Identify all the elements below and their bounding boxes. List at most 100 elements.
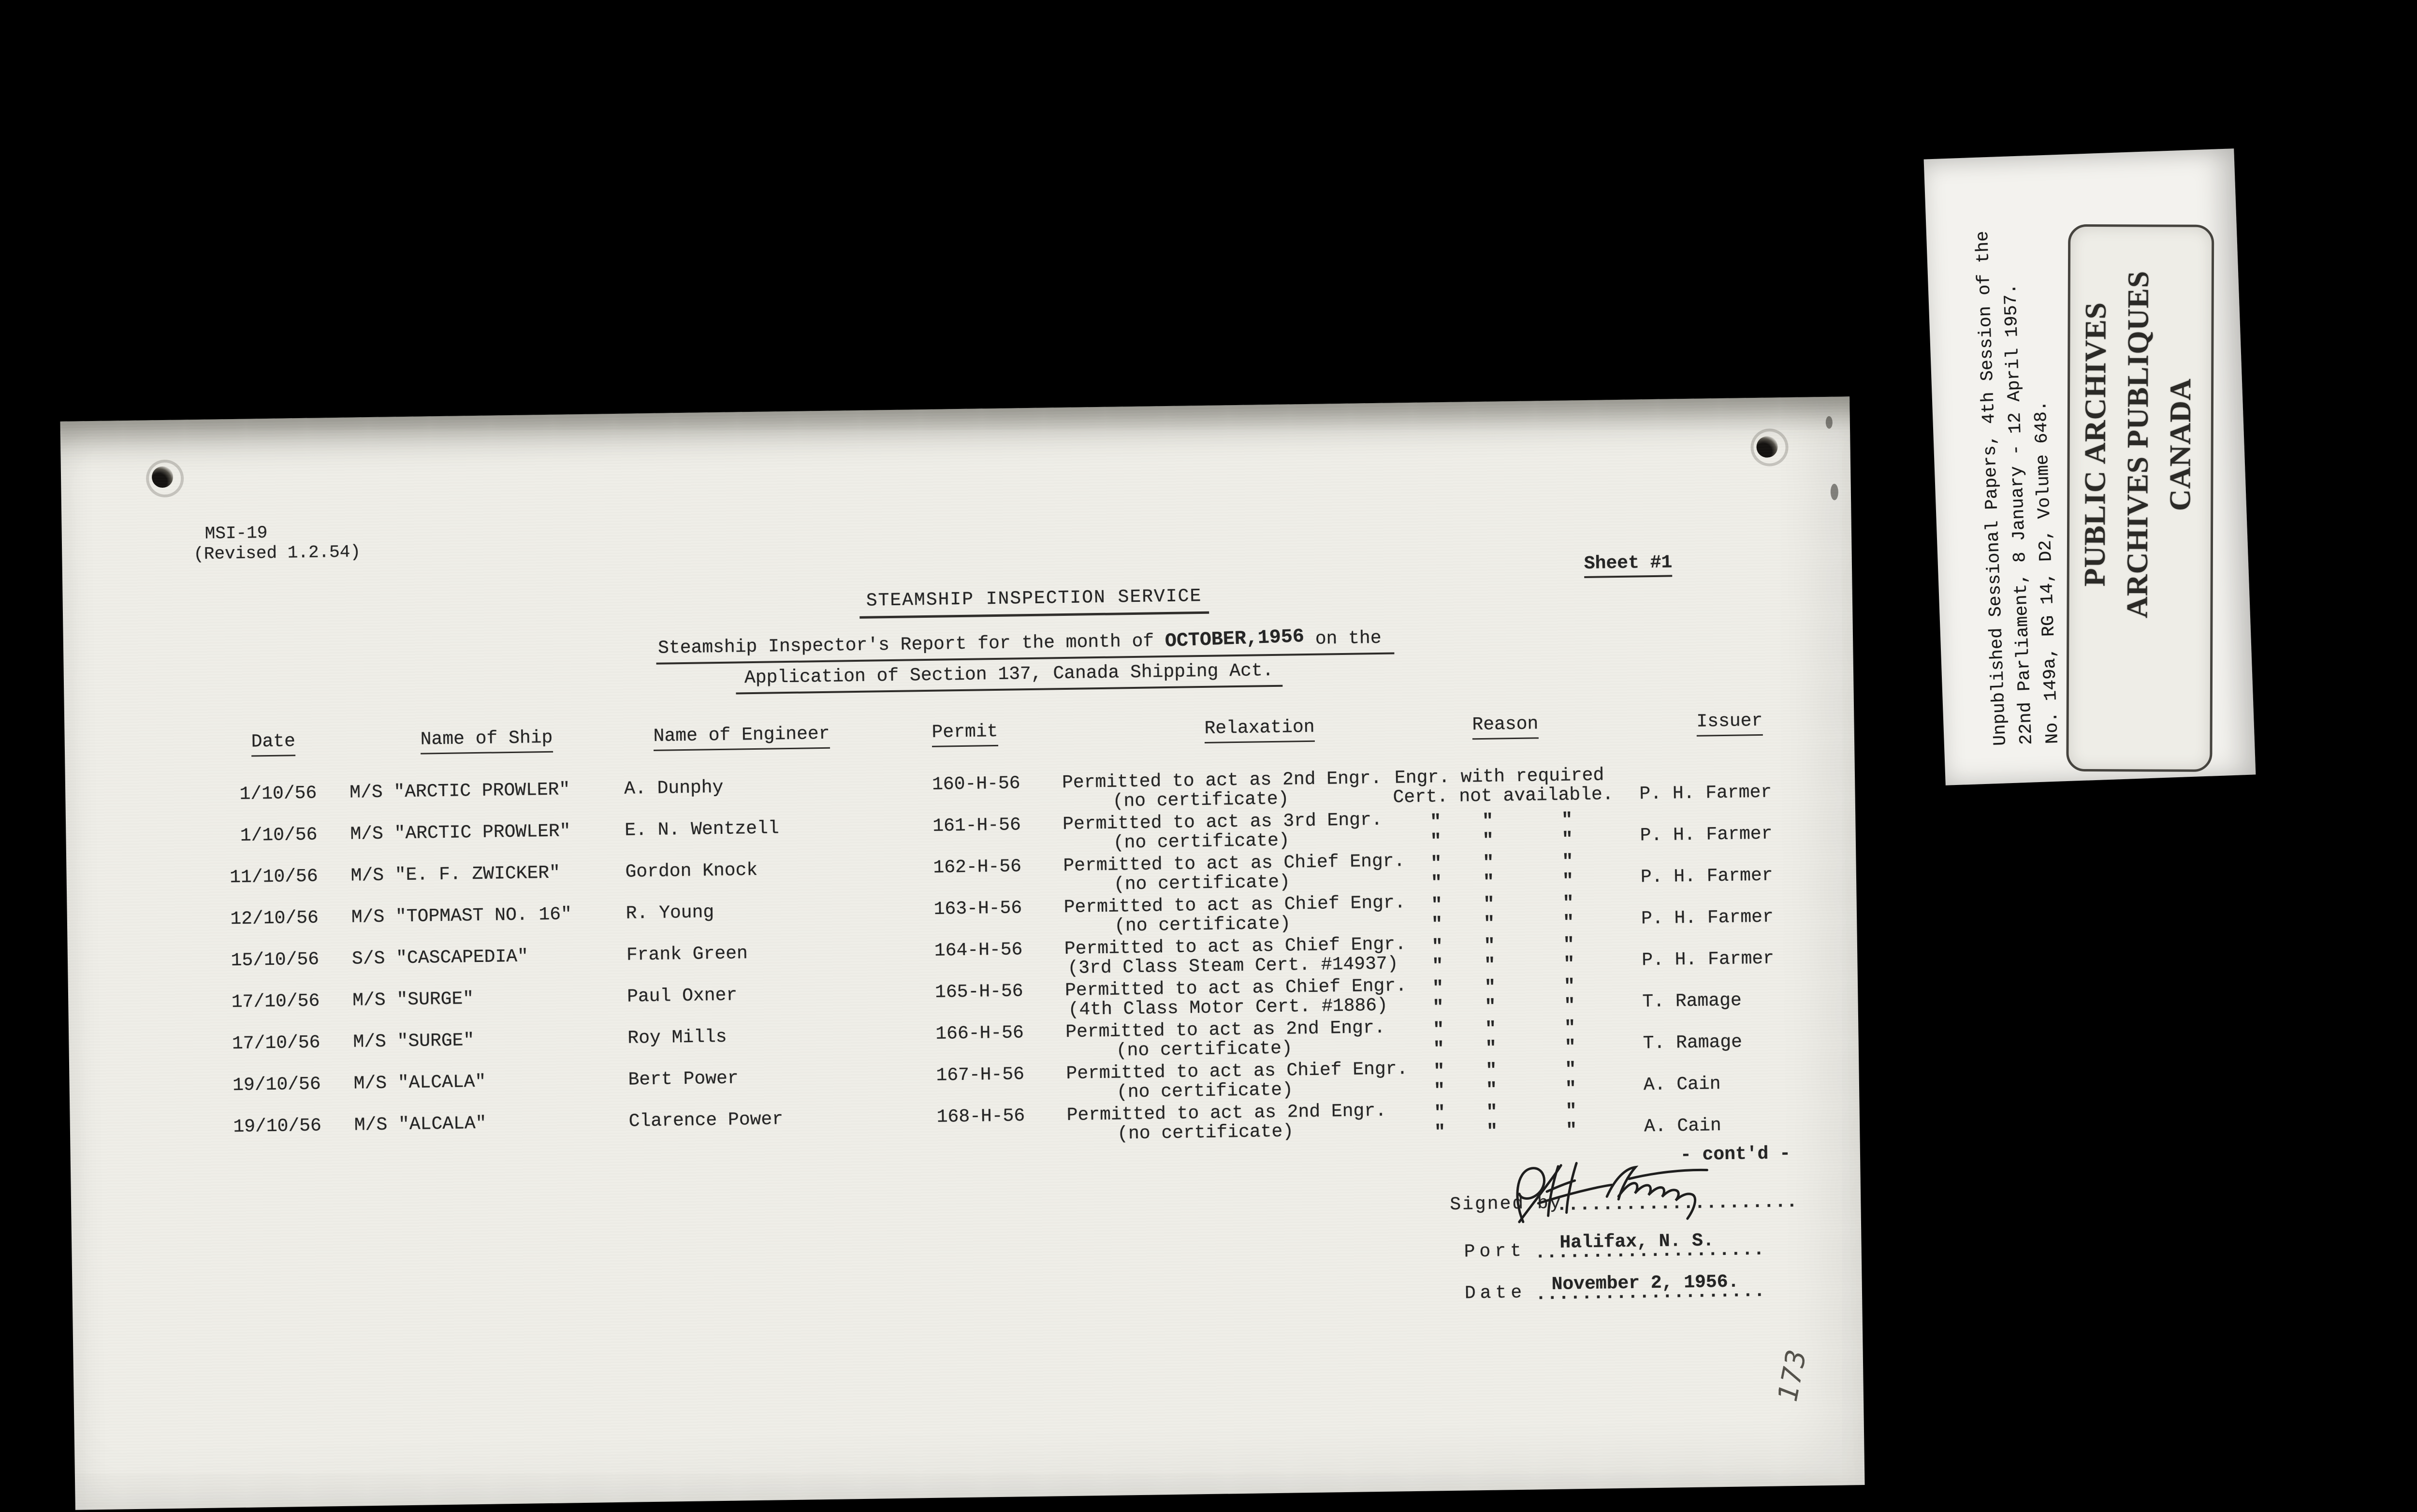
table-cell-engineer: Gordon Knock	[625, 859, 758, 883]
ditto-mark: "	[1486, 1121, 1498, 1142]
ditto-mark: "	[1430, 831, 1441, 852]
column-header-issuer: Issuer	[1696, 711, 1763, 737]
table-cell-permit: 167-H-56	[936, 1064, 1025, 1086]
table-cell-ship: M/S "SURGE"	[353, 1030, 475, 1053]
table-cell-engineer: R. Young	[626, 902, 714, 924]
ditto-mark: "	[1482, 811, 1494, 832]
table-cell-reason-line2: Cert. not available.	[1393, 784, 1614, 808]
table-cell-engineer: A. Dunphy	[624, 777, 724, 800]
table-cell-relaxation-line2: (no certificate)	[1114, 913, 1291, 937]
table-cell-date: 11/10/56	[229, 866, 318, 888]
ditto-mark: "	[1486, 1102, 1498, 1123]
ditto-mark: "	[1434, 1103, 1445, 1124]
table-cell-issuer: A. Cain	[1643, 1074, 1721, 1096]
signature-script	[1516, 1162, 1708, 1223]
ditto-mark: "	[1482, 830, 1494, 851]
ditto-mark: "	[1562, 871, 1574, 892]
date-label: Date	[1464, 1282, 1527, 1304]
table-cell-engineer: Paul Oxner	[626, 985, 738, 1007]
ditto-mark: "	[1565, 1101, 1577, 1122]
column-header-date: Date	[251, 731, 296, 757]
ditto-mark: "	[1432, 956, 1443, 977]
port-value: Halifax, N. S.	[1559, 1230, 1715, 1253]
stamp-line-3: CANADA	[2164, 378, 2198, 511]
ditto-mark: "	[1565, 1078, 1577, 1100]
table-cell-date: 17/10/56	[232, 1032, 320, 1055]
ditto-mark: "	[1565, 1059, 1576, 1080]
ditto-mark: "	[1562, 912, 1574, 933]
table-cell-ship: M/S "TOPMAST NO. 16"	[351, 904, 572, 928]
ditto-mark: "	[1483, 852, 1494, 873]
table-cell-permit: 163-H-56	[933, 898, 1022, 920]
table-cell-issuer: T. Ramage	[1642, 990, 1742, 1013]
ditto-mark: "	[1483, 894, 1495, 915]
table-cell-date: 19/10/56	[233, 1115, 322, 1138]
table-cell-permit: 162-H-56	[933, 856, 1022, 878]
table-cell-date: 17/10/56	[231, 990, 320, 1013]
table-cell-relaxation-line2: (no certificate)	[1117, 1121, 1294, 1145]
scan-speck	[1825, 416, 1833, 429]
ditto-mark: "	[1431, 895, 1442, 916]
ditto-mark: "	[1485, 1079, 1498, 1101]
ditto-mark: "	[1430, 853, 1442, 874]
table-cell-relaxation-line2: (no certificate)	[1112, 788, 1289, 812]
table-cell-issuer: P. H. Farmer	[1639, 782, 1772, 805]
ditto-mark: "	[1564, 1018, 1576, 1039]
column-header-relaxation: Relaxation	[1204, 717, 1315, 743]
table-cell-relaxation-line2: (no certificate)	[1113, 872, 1291, 895]
table-cell-issuer: P. H. Farmer	[1641, 906, 1774, 930]
table-cell-ship: M/S "ALCALA"	[353, 1071, 486, 1094]
ditto-mark: "	[1564, 995, 1575, 1017]
table-cell-ship: S/S "CASCAPEDIA"	[351, 946, 529, 970]
table-cell-ship: M/S "ARCTIC PROWLER"	[350, 821, 571, 845]
table-cell-relaxation-line2: (no certificate)	[1113, 830, 1290, 854]
ditto-mark: "	[1433, 1080, 1445, 1102]
ditto-mark: "	[1485, 1018, 1497, 1040]
ditto-mark: "	[1434, 1122, 1446, 1143]
date-value: November 2, 1956.	[1551, 1271, 1739, 1295]
ditto-mark: "	[1484, 955, 1496, 976]
ditto-mark: "	[1561, 829, 1573, 850]
public-archives-stamp-text: PUBLIC ARCHIVES ARCHIVES PUBLIQUES CANAD…	[2069, 203, 2207, 686]
ditto-mark: "	[1485, 1038, 1497, 1059]
archive-label: Unpublished Sessional Papers, 4th Sessio…	[1923, 148, 2256, 785]
scan-speck	[1830, 483, 1839, 500]
ditto-mark: "	[1485, 996, 1496, 1018]
port-label: Port	[1464, 1240, 1526, 1263]
report-subtitle-post: on the	[1304, 627, 1382, 650]
ditto-mark: "	[1431, 914, 1443, 935]
ditto-mark: "	[1484, 977, 1496, 998]
ditto-mark: "	[1485, 1060, 1497, 1081]
ditto-mark: "	[1561, 810, 1573, 831]
stamp-line-1: PUBLIC ARCHIVES	[2078, 302, 2112, 587]
punch-hole-left-ring	[146, 459, 184, 498]
table-cell-issuer: P. H. Farmer	[1642, 948, 1775, 971]
report-page: MSI-19 (Revised 1.2.54) Sheet #1 STEAMSH…	[60, 396, 1865, 1510]
table-cell-date: 1/10/56	[239, 783, 317, 805]
public-archives-stamp: PUBLIC ARCHIVES ARCHIVES PUBLIQUES CANAD…	[2066, 224, 2214, 772]
table-cell-engineer: Roy Mills	[627, 1026, 727, 1049]
column-header-permit: Permit	[932, 721, 998, 747]
column-header-reason: Reason	[1472, 713, 1539, 740]
ditto-mark: "	[1433, 1039, 1444, 1060]
ditto-mark: "	[1432, 978, 1444, 999]
ditto-mark: "	[1562, 851, 1573, 872]
ditto-mark: "	[1483, 872, 1495, 893]
handwritten-page-number: 173	[1772, 1345, 1812, 1407]
table-cell-issuer: T. Ramage	[1643, 1032, 1743, 1054]
ditto-mark: "	[1432, 997, 1444, 1018]
ditto-mark: "	[1433, 1061, 1445, 1082]
table-cell-relaxation-line2: (4th Class Motor Cert. #1886)	[1068, 995, 1388, 1020]
table-cell-date: 19/10/56	[232, 1074, 321, 1096]
ditto-mark: "	[1563, 934, 1574, 956]
table-cell-permit: 165-H-56	[934, 981, 1023, 1003]
ditto-mark: "	[1564, 1037, 1576, 1058]
table-cell-engineer: E. N. Wentzell	[625, 818, 779, 841]
ditto-mark: "	[1565, 1120, 1577, 1141]
table-cell-permit: 168-H-56	[936, 1105, 1025, 1128]
ditto-mark: "	[1562, 893, 1574, 914]
table-cell-engineer: Frank Green	[626, 943, 748, 966]
ditto-mark: "	[1484, 935, 1496, 957]
archive-label-line3: No. 149a, RG 14, D2, Volume 648.	[2031, 400, 2063, 744]
table-cell-permit: 166-H-56	[935, 1022, 1024, 1045]
